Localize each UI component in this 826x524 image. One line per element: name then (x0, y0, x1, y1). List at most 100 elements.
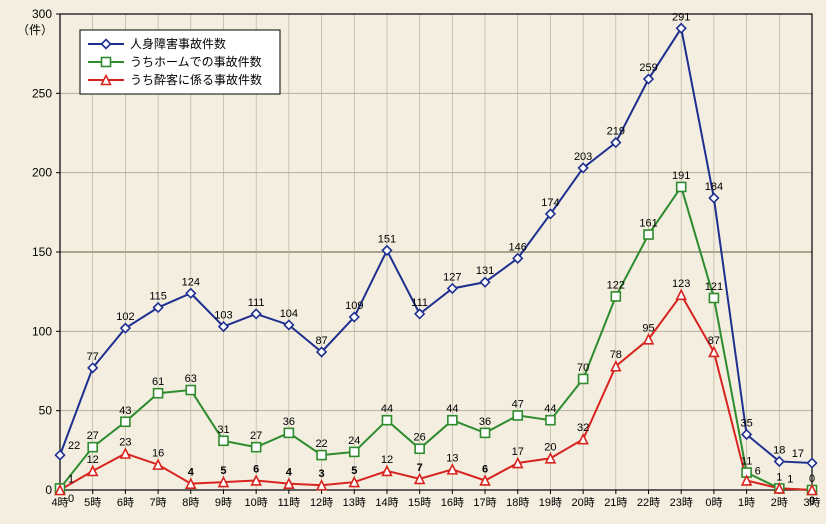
y-tick-label: 0 (45, 483, 52, 497)
y-tick-label: 300 (32, 7, 52, 21)
data-label: 43 (119, 405, 131, 417)
data-label: 27 (250, 430, 262, 442)
data-label: 17 (512, 446, 524, 458)
data-label: 18 (773, 444, 785, 456)
data-label: 1 (787, 473, 793, 485)
x-tick-label: 14時 (375, 496, 398, 509)
x-tick-label: 4時 (51, 496, 68, 509)
x-tick-label: 13時 (343, 496, 366, 509)
data-label: 31 (217, 424, 229, 436)
data-label: 291 (672, 11, 690, 23)
data-label: 5 (351, 465, 357, 477)
data-label: 24 (348, 435, 360, 447)
data-label: 161 (639, 218, 657, 230)
x-tick-label: 2時 (771, 496, 788, 509)
data-label: 1 (68, 473, 74, 485)
data-label: 4 (188, 467, 195, 479)
data-label: 22 (315, 438, 327, 450)
y-tick-label: 100 (32, 324, 52, 338)
data-label: 27 (87, 430, 99, 442)
data-label: 259 (639, 62, 657, 74)
y-tick-label: 150 (32, 245, 52, 259)
data-label: 7 (417, 462, 423, 474)
data-label: 20 (544, 441, 556, 453)
data-label: 95 (642, 322, 654, 334)
data-label: 87 (315, 335, 327, 347)
data-label: 3 (319, 468, 325, 480)
data-label: 44 (381, 403, 393, 415)
data-label: 122 (607, 279, 625, 291)
data-label: 115 (149, 291, 167, 303)
x-tick-label: 6時 (117, 496, 134, 509)
data-label: 131 (476, 265, 494, 277)
data-label: 11 (741, 456, 752, 468)
data-label: 26 (414, 432, 426, 444)
data-label: 124 (182, 276, 200, 288)
x-tick-label: 5時 (84, 496, 101, 509)
x-tick-label: 18時 (506, 496, 529, 509)
data-label: 35 (740, 417, 752, 429)
x-tick-label: 22時 (637, 496, 660, 509)
data-label: 32 (577, 422, 589, 434)
data-label: 104 (280, 308, 298, 320)
data-label: 191 (672, 170, 690, 182)
data-label: 70 (577, 362, 589, 374)
data-label: 203 (574, 151, 592, 163)
data-label: 121 (705, 281, 723, 293)
data-label: 146 (509, 241, 527, 253)
data-label: 12 (381, 454, 393, 466)
data-label: 47 (512, 398, 524, 410)
y-tick-label: 250 (32, 86, 52, 100)
line-chart: 050100150200250300（件）4時5時6時7時8時9時10時11時1… (0, 0, 826, 524)
y-tick-label: 50 (39, 404, 53, 418)
x-tick-label: 12時 (310, 496, 333, 509)
data-label: 87 (708, 335, 720, 347)
data-label: 77 (87, 351, 99, 363)
x-tick-label: 16時 (441, 496, 464, 509)
legend-label: 人身障害事故件数 (130, 36, 226, 51)
data-label: 16 (152, 448, 164, 460)
legend-label: うちホームでの事故件数 (130, 54, 262, 69)
data-label: 36 (283, 416, 295, 428)
data-label: 127 (443, 271, 461, 283)
data-label: 0 (809, 495, 815, 507)
data-label: 4 (286, 467, 293, 479)
y-unit-label: （件） (17, 23, 53, 37)
x-tick-label: 23時 (670, 496, 693, 509)
x-tick-label: 1時 (738, 496, 755, 509)
data-label: 61 (152, 376, 164, 388)
y-tick-label: 200 (32, 166, 52, 180)
data-label: 22 (68, 440, 80, 452)
data-label: 151 (378, 233, 396, 245)
chart-svg: 050100150200250300（件）4時5時6時7時8時9時10時11時1… (0, 0, 826, 524)
data-label: 44 (544, 403, 556, 415)
data-label: 6 (253, 463, 259, 475)
x-tick-label: 10時 (245, 496, 268, 509)
data-label: 174 (541, 197, 559, 209)
data-label: 0 (809, 473, 815, 485)
data-label: 17 (792, 448, 804, 460)
data-label: 23 (119, 437, 131, 449)
data-label: 123 (672, 278, 690, 290)
data-label: 13 (446, 452, 458, 464)
data-label: 109 (345, 300, 363, 312)
x-tick-label: 19時 (539, 496, 562, 509)
x-tick-label: 20時 (572, 496, 595, 509)
data-label: 1 (776, 471, 782, 483)
data-label: 111 (248, 297, 265, 309)
data-label: 102 (116, 311, 134, 323)
data-label: 219 (607, 126, 625, 138)
x-tick-label: 11時 (278, 496, 300, 509)
x-tick-label: 21時 (604, 496, 627, 509)
data-label: 6 (482, 463, 488, 475)
x-tick-label: 7時 (150, 496, 167, 509)
data-label: 103 (214, 310, 232, 322)
data-label: 0 (68, 493, 74, 505)
legend-label: うち酔客に係る事故件数 (130, 72, 262, 87)
data-label: 6 (755, 465, 761, 477)
data-label: 184 (705, 181, 723, 193)
data-label: 44 (446, 403, 458, 415)
data-label: 5 (220, 465, 226, 477)
x-tick-label: 0時 (705, 496, 722, 509)
data-label: 111 (411, 297, 428, 309)
